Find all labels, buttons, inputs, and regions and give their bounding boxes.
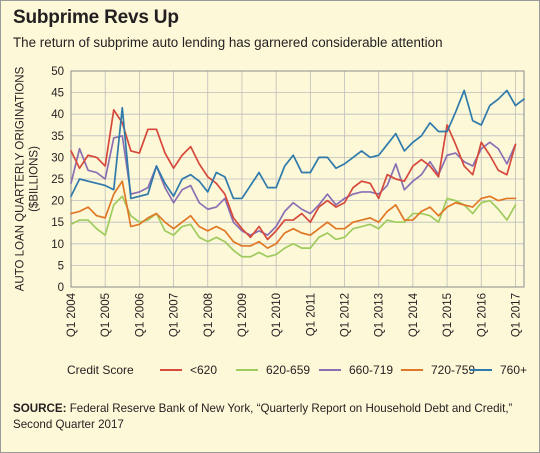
legend: Credit Score <620 620-659 660-719 720-75… bbox=[1, 361, 539, 381]
x-tick-label-8: Q1 2012 bbox=[340, 293, 352, 337]
source-note: SOURCE: Federal Reserve Bank of New York… bbox=[13, 401, 529, 433]
y-tick-label-20: 20 bbox=[51, 196, 64, 208]
y-tick-label-50: 50 bbox=[51, 66, 64, 78]
legend-item-660-719: 660-719 bbox=[319, 363, 393, 377]
x-tick-label-2: Q1 2006 bbox=[134, 293, 146, 337]
chart-subtitle: The return of subprime auto lending has … bbox=[13, 35, 443, 50]
series-line-s720_759 bbox=[70, 180, 517, 249]
y-axis-label-line-2: ($BILLIONS) bbox=[29, 146, 41, 212]
y-tick-label-25: 25 bbox=[51, 174, 64, 186]
source-text: Federal Reserve Bank of New York, “Quart… bbox=[13, 402, 513, 431]
x-tick-label-1: Q1 2005 bbox=[100, 293, 112, 337]
y-axis-label-line-1: AUTO LOAN QUARTERLY ORIGINATIONS bbox=[14, 66, 26, 291]
x-tick-label-13: Q1 2017 bbox=[510, 293, 522, 337]
chart-title: Subprime Revs Up bbox=[13, 7, 179, 28]
plot-border bbox=[70, 70, 525, 288]
y-axis-label: AUTO LOAN QUARTERLY ORIGINATIONS ($BILLIO… bbox=[14, 66, 40, 291]
x-tick-label-0: Q1 2004 bbox=[66, 292, 78, 337]
source-label: SOURCE: bbox=[13, 402, 67, 415]
legend-label-620-659: 620-659 bbox=[266, 363, 311, 377]
x-tick-label-4: Q1 2008 bbox=[203, 293, 215, 337]
x-tick-label-7: Q1 2011 bbox=[305, 293, 317, 336]
legend-item-620-659: 620-659 bbox=[236, 363, 310, 377]
legend-label-720-759: 720-759 bbox=[431, 363, 476, 377]
y-tick-label-15: 15 bbox=[51, 217, 64, 229]
legend-label-760plus: 760+ bbox=[500, 363, 528, 377]
legend-item-760plus: 760+ bbox=[470, 363, 527, 377]
y-tick-label-35: 35 bbox=[51, 131, 64, 143]
x-tick-label-6: Q1 2010 bbox=[271, 293, 283, 337]
y-tick-label-40: 40 bbox=[51, 109, 64, 121]
x-tick-label-12: Q1 2016 bbox=[476, 293, 488, 337]
legend-title: Credit Score bbox=[67, 363, 134, 377]
legend-swatch-660-719 bbox=[319, 368, 341, 371]
y-tick-label-5: 5 bbox=[58, 260, 64, 272]
legend-swatch-760plus bbox=[470, 368, 492, 371]
y-tick-label-30: 30 bbox=[51, 152, 64, 164]
x-tick-label-11: Q1 2015 bbox=[442, 293, 454, 337]
legend-label-lt620: <620 bbox=[190, 363, 218, 377]
y-tick-label-10: 10 bbox=[51, 239, 64, 251]
legend-item-lt620: <620 bbox=[160, 363, 217, 377]
y-tick-label-45: 45 bbox=[51, 88, 64, 100]
legend-swatch-720-759 bbox=[401, 368, 423, 371]
x-tick-label-10: Q1 2014 bbox=[408, 292, 420, 337]
series-line-s660_719 bbox=[70, 134, 517, 237]
x-tick-label-3: Q1 2007 bbox=[169, 293, 181, 337]
x-tick-label-5: Q1 2009 bbox=[237, 293, 249, 337]
legend-label-660-719: 660-719 bbox=[349, 363, 394, 377]
series-line-s760plus bbox=[70, 89, 525, 200]
x-tick-label-9: Q1 2013 bbox=[374, 293, 386, 337]
legend-swatch-lt620 bbox=[160, 368, 182, 371]
series-line-lt620 bbox=[70, 109, 517, 241]
legend-item-720-759: 720-759 bbox=[401, 363, 475, 377]
legend-swatch-620-659 bbox=[236, 368, 258, 371]
y-tick-label-0: 0 bbox=[58, 282, 64, 294]
